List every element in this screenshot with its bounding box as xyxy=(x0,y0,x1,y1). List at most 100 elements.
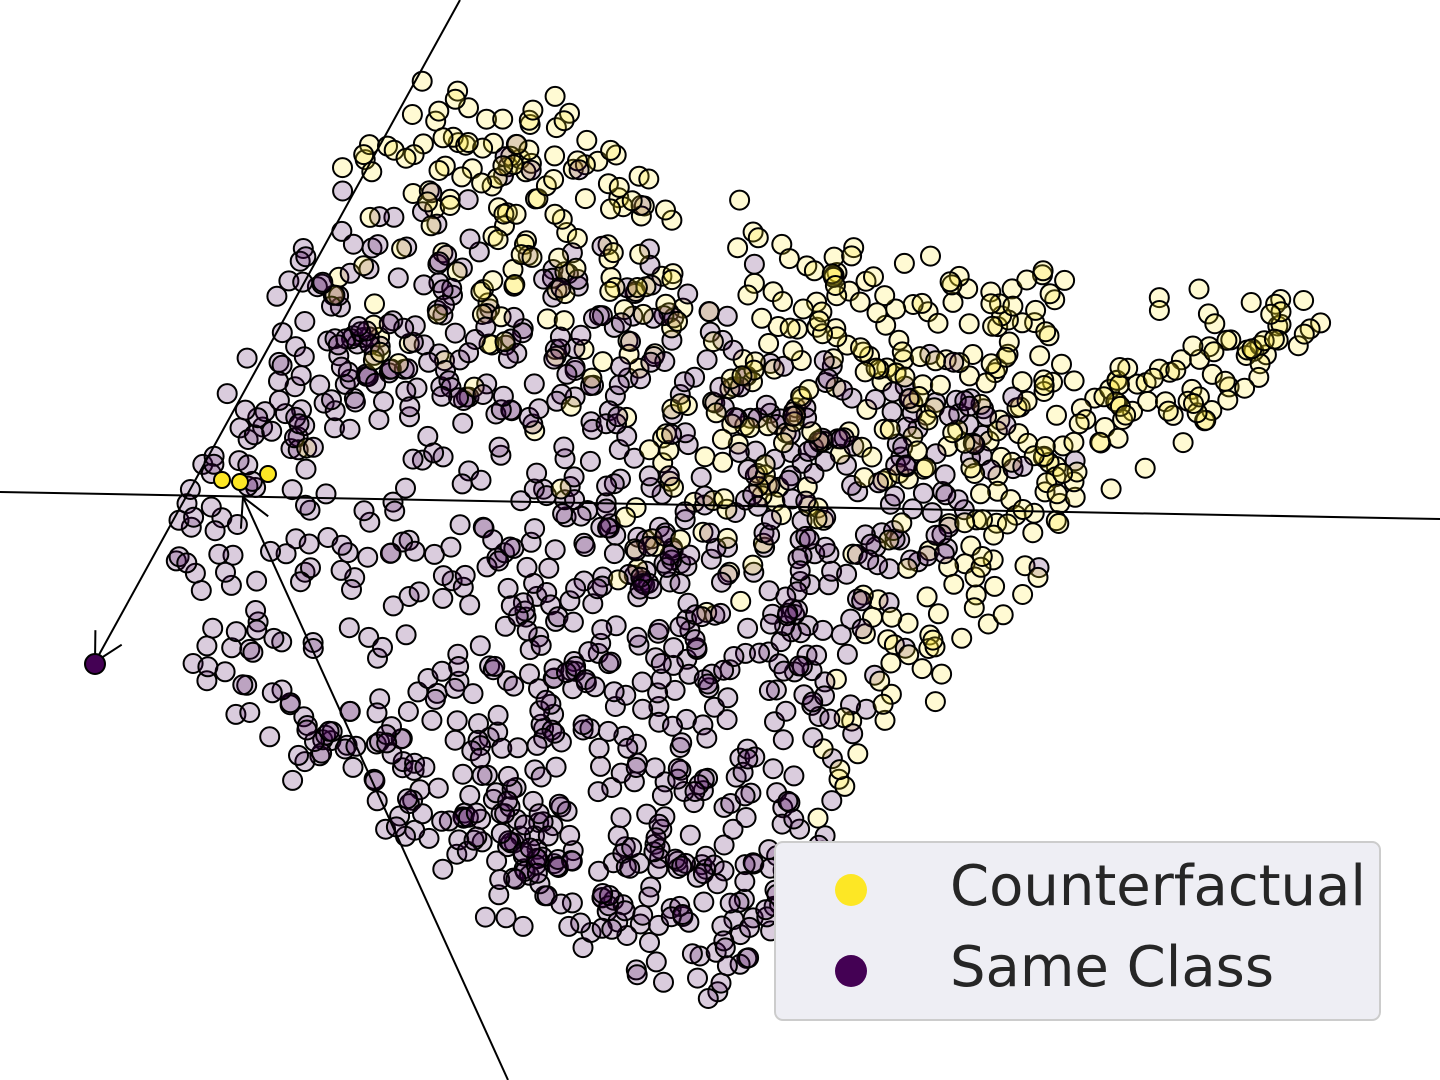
scatter-point-counterfactual xyxy=(486,167,508,189)
scatter-point-counterfactual xyxy=(951,627,973,649)
scatter-point-counterfactual xyxy=(1260,303,1282,325)
scatter-point-counterfactual xyxy=(954,512,976,534)
scatter-point-same-class xyxy=(830,624,852,646)
scatter-point-counterfactual xyxy=(536,308,558,330)
scatter-point-counterfactual xyxy=(874,285,896,307)
scatter-point-counterfactual xyxy=(873,418,895,440)
scatter-point-counterfactual xyxy=(1027,566,1049,588)
scatter-point-same-class xyxy=(471,765,493,786)
scatter-point-same-class xyxy=(281,479,303,501)
scatter-point-same-class xyxy=(773,355,795,377)
scatter-point-same-class xyxy=(261,682,283,704)
scatter-point-same-class xyxy=(842,723,864,745)
scatter-point-counterfactual xyxy=(428,160,450,181)
scatter-point-same-class xyxy=(775,700,797,722)
scatter-point-counterfactual xyxy=(353,255,375,277)
scatter-point-same-class xyxy=(664,679,686,701)
scatter-point-same-class xyxy=(293,346,315,368)
scatter-point-same-class xyxy=(619,857,641,879)
scatter-point-counterfactual xyxy=(417,191,438,213)
scatter-point-counterfactual xyxy=(1068,413,1090,435)
scatter-point-same-class xyxy=(404,540,426,562)
scatter-point-same-class xyxy=(367,234,389,256)
scatter-point-same-class xyxy=(841,474,863,496)
scatter-point-same-class xyxy=(608,374,630,396)
scatter-point-counterfactual xyxy=(925,350,947,372)
scatter-point-same-class xyxy=(580,375,602,397)
scatter-point-counterfactual xyxy=(471,304,493,325)
scatter-point-same-class xyxy=(621,837,643,859)
scatter-point-counterfactual xyxy=(716,527,738,549)
scatter-point-same-class xyxy=(367,647,388,669)
scatter-point-same-class xyxy=(555,506,577,528)
scatter-point-same-class xyxy=(330,356,352,378)
scatter-point-same-class xyxy=(465,802,487,824)
scatter-point-same-class xyxy=(300,557,321,579)
scatter-point-same-class xyxy=(288,744,309,766)
scatter-point-same-class xyxy=(353,500,375,522)
scatter-point-counterfactual xyxy=(998,331,1020,353)
scatter-point-same-class xyxy=(533,268,555,290)
axis-arrowhead-1 xyxy=(239,495,269,529)
scatter-point-same-class xyxy=(783,765,805,787)
scatter-point-counterfactual xyxy=(931,663,953,685)
scatter-point-same-class xyxy=(344,391,366,413)
scatter-point-same-class xyxy=(597,517,619,539)
scatter-point-counterfactual xyxy=(982,315,1004,337)
scatter-point-same-class xyxy=(444,677,466,699)
scatter-point-counterfactual xyxy=(1108,374,1130,396)
scatter-point-same-class xyxy=(692,714,714,736)
scatter-point-counterfactual xyxy=(992,604,1014,626)
scatter-point-counterfactual xyxy=(574,188,596,210)
scatter-point-same-class xyxy=(202,617,224,639)
scatter-point-same-class xyxy=(459,228,481,250)
scatter-point-same-class xyxy=(716,955,738,977)
scatter-point-counterfactual xyxy=(929,374,951,396)
scatter-point-same-class xyxy=(487,721,509,743)
scatter-point-same-class xyxy=(840,694,861,716)
scatter-point-same-class xyxy=(637,535,659,557)
scatter-point-same-class xyxy=(758,680,780,701)
scatter-point-counterfactual xyxy=(652,452,674,474)
scatter-point-same-class xyxy=(412,803,433,825)
scatter-point-counterfactual xyxy=(880,652,902,674)
scatter-point-same-class xyxy=(458,342,480,364)
scatter-point-same-class xyxy=(452,412,474,434)
scatter-point-same-class xyxy=(456,840,478,862)
scatter-point-counterfactual xyxy=(894,366,916,388)
scatter-point-counterfactual xyxy=(983,524,1005,546)
scatter-point-same-class xyxy=(661,423,683,445)
scatter-point-same-class xyxy=(302,638,324,659)
scatter-point-counterfactual xyxy=(522,99,544,121)
scatter-point-same-class xyxy=(851,618,873,640)
scatter-point-counterfactual xyxy=(670,393,691,415)
scatter-point-counterfactual xyxy=(353,144,375,166)
scatter-point-counterfactual xyxy=(1035,321,1057,343)
scatter-point-same-class xyxy=(617,737,639,759)
scatter-point-same-class xyxy=(528,678,549,700)
scatter-point-same-class xyxy=(556,363,578,385)
scatter-point-same-class xyxy=(706,873,728,895)
scatter-point-counterfactual xyxy=(829,759,851,781)
scatter-point-same-class xyxy=(488,884,510,906)
scatter-point-same-class xyxy=(645,827,667,849)
scatter-point-counterfactual xyxy=(420,215,442,237)
scatter-point-counterfactual xyxy=(1142,367,1164,389)
scatter-point-counterfactual xyxy=(861,446,883,468)
scatter-point-same-class xyxy=(615,684,637,706)
scatter-point-same-class xyxy=(376,732,398,754)
scatter-point-same-class xyxy=(916,545,938,567)
scatter-point-same-class xyxy=(538,557,560,579)
scatter-point-counterfactual xyxy=(1214,370,1236,392)
scatter-point-counterfactual xyxy=(960,457,982,479)
scatter-point-same-class xyxy=(225,621,247,643)
scatter-point-same-class xyxy=(342,756,364,778)
scatter-point-same-class xyxy=(424,688,446,710)
scatter-point-counterfactual xyxy=(773,432,794,454)
scatter-point-same-class xyxy=(395,624,417,646)
scatter-point-same-class xyxy=(672,904,694,925)
highlight-point-counterfactual xyxy=(213,471,231,489)
scatter-point-counterfactual xyxy=(383,139,405,161)
scatter-point-same-class xyxy=(762,758,784,780)
